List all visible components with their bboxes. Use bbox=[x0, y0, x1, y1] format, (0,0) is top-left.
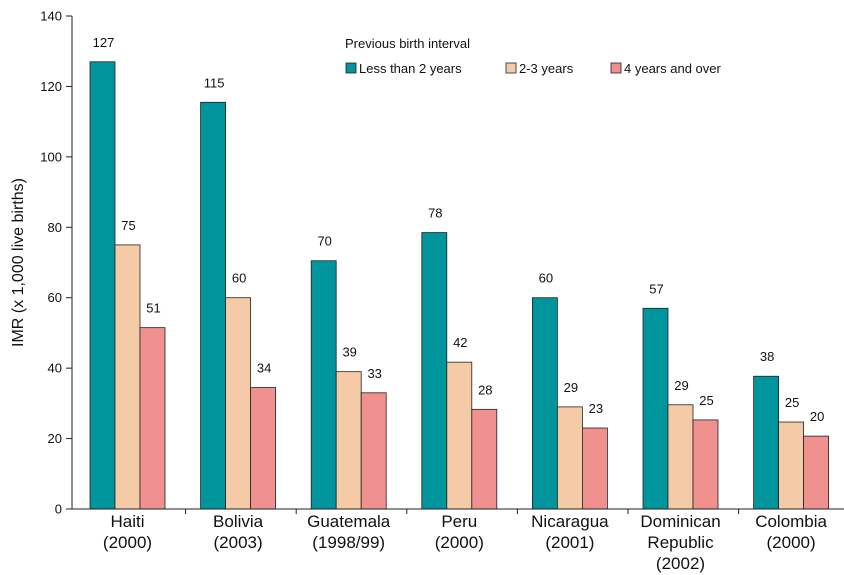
labels-layer: 127 115 70 78 60 57 38 75 60 39 42 29 29 25 51 34 33 28 23… bbox=[93, 35, 825, 424]
x-tick-label: (1998/99) bbox=[312, 533, 385, 552]
x-tick-label: Republic bbox=[647, 533, 714, 552]
data-label: 28 bbox=[478, 382, 492, 397]
bar bbox=[139, 327, 166, 510]
x-tick-label: Dominican bbox=[640, 512, 720, 531]
data-label: 23 bbox=[589, 401, 603, 416]
x-tick-label: (2001) bbox=[545, 533, 594, 552]
y-tick-label: 140 bbox=[40, 9, 62, 24]
legend: Previous birth interval Less than 2 years… bbox=[345, 36, 722, 76]
bar bbox=[446, 361, 473, 510]
y-tick-label: 60 bbox=[48, 290, 62, 305]
data-label: 60 bbox=[232, 271, 246, 286]
y-tick-label: 100 bbox=[40, 149, 62, 164]
data-label: 25 bbox=[785, 395, 799, 410]
legend-swatch bbox=[610, 62, 622, 74]
y-tick-label: 120 bbox=[40, 79, 62, 94]
bar bbox=[310, 260, 337, 510]
data-label: 42 bbox=[453, 335, 467, 350]
x-tick-label: Guatemala bbox=[307, 512, 391, 531]
x-tick-label: (2000) bbox=[767, 533, 816, 552]
bar bbox=[471, 408, 498, 510]
data-label: 78 bbox=[428, 206, 442, 221]
data-label: 20 bbox=[810, 409, 824, 424]
data-label: 51 bbox=[146, 301, 160, 316]
bar bbox=[250, 387, 277, 510]
y-tick-label: 20 bbox=[48, 431, 62, 446]
y-tick-label: 40 bbox=[48, 361, 62, 376]
data-label: 60 bbox=[539, 271, 553, 286]
bar bbox=[200, 101, 227, 510]
bar bbox=[778, 421, 804, 510]
legend-title: Previous birth interval bbox=[345, 36, 470, 51]
x-tick-label: Peru bbox=[441, 512, 477, 531]
data-label: 115 bbox=[204, 75, 225, 90]
x-tick-label: Nicaragua bbox=[531, 512, 609, 531]
bar bbox=[360, 392, 387, 510]
data-label: 39 bbox=[342, 345, 356, 360]
bar bbox=[642, 307, 669, 510]
bar bbox=[753, 375, 779, 510]
bar bbox=[532, 297, 558, 510]
bar bbox=[335, 371, 362, 510]
bar bbox=[89, 61, 116, 510]
bars-layer bbox=[89, 61, 829, 510]
y-axis-title: IMR (x 1,000 live births) bbox=[10, 178, 27, 347]
bar bbox=[114, 244, 141, 510]
x-tick-label: (2002) bbox=[656, 554, 705, 573]
x-tick-label: (2000) bbox=[103, 533, 152, 552]
data-label: 25 bbox=[699, 393, 713, 408]
data-label: 29 bbox=[674, 378, 688, 393]
axes-layer: 0 20 40 60 80 100 120 140 Haiti (2000) Bolivia (200… bbox=[10, 9, 844, 573]
data-label: 33 bbox=[367, 366, 381, 381]
bar bbox=[582, 427, 608, 510]
legend-swatch bbox=[345, 62, 357, 74]
data-label: 127 bbox=[93, 35, 115, 50]
data-label: 57 bbox=[649, 281, 663, 296]
x-tick-label: (2003) bbox=[214, 533, 263, 552]
x-tick-label: Haiti bbox=[110, 512, 144, 531]
bar bbox=[803, 435, 829, 510]
x-tick-label: Bolivia bbox=[213, 512, 264, 531]
bar bbox=[667, 404, 694, 510]
data-label: 29 bbox=[564, 380, 578, 395]
y-tick-label: 80 bbox=[48, 220, 62, 235]
bar bbox=[421, 232, 448, 510]
bar bbox=[692, 419, 719, 510]
legend-swatch bbox=[505, 62, 517, 74]
y-tick-label: 0 bbox=[55, 502, 62, 517]
legend-label: 2-3 years bbox=[519, 61, 574, 76]
data-label: 70 bbox=[317, 234, 331, 249]
bar bbox=[225, 297, 252, 510]
x-tick-label: (2000) bbox=[435, 533, 484, 552]
bar bbox=[557, 406, 583, 510]
data-label: 75 bbox=[121, 218, 135, 233]
data-label: 38 bbox=[760, 349, 774, 364]
legend-label: Less than 2 years bbox=[359, 61, 462, 76]
data-label: 34 bbox=[257, 361, 271, 376]
legend-label: 4 years and over bbox=[624, 61, 722, 76]
x-tick-label: Colombia bbox=[755, 512, 827, 531]
